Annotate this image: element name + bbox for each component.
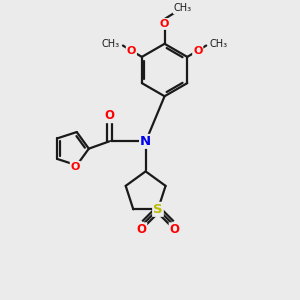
Text: O: O (104, 109, 114, 122)
Text: CH₃: CH₃ (102, 39, 120, 49)
Text: O: O (136, 223, 146, 236)
Text: S: S (153, 203, 163, 216)
Text: O: O (169, 223, 180, 236)
Text: CH₃: CH₃ (174, 3, 192, 13)
Text: O: O (127, 46, 136, 56)
Text: O: O (160, 19, 169, 29)
Text: O: O (70, 162, 80, 172)
Text: O: O (193, 46, 203, 56)
Text: N: N (140, 135, 151, 148)
Text: CH₃: CH₃ (209, 39, 227, 49)
